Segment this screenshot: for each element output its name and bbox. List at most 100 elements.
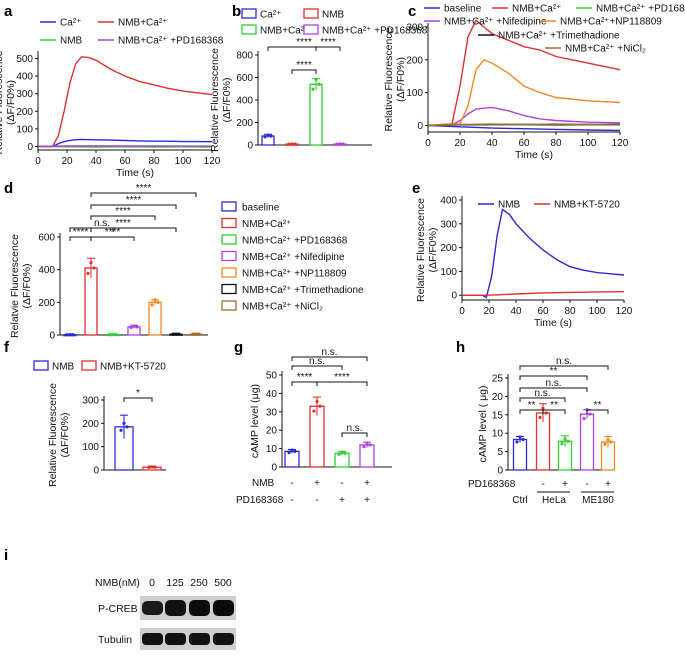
data-point (335, 142, 339, 146)
y-axis-unit: (ΔF/F0%) (221, 78, 233, 123)
y-axis-label: Relative Fluorescence (383, 27, 395, 131)
data-point (337, 452, 341, 456)
significance-label: n.s. (309, 356, 325, 367)
blot-band (213, 633, 234, 645)
bar-3 (579, 413, 595, 471)
legend-swatch (221, 217, 237, 229)
data-point (129, 325, 133, 330)
data-point (318, 404, 322, 408)
blot-band (189, 633, 210, 645)
data-point (147, 465, 151, 470)
panel-letter-i: i (4, 547, 8, 564)
data-point (314, 77, 318, 81)
y-axis-label: Relative Fluorescence (47, 383, 59, 487)
significance-bracket (291, 69, 317, 74)
y-tick-label: 200 (38, 298, 55, 309)
data-point (150, 303, 154, 307)
y-tick-label: 5 (497, 447, 503, 458)
y-tick-label: 400 (38, 265, 55, 276)
data-point (343, 451, 347, 455)
data-point (266, 133, 270, 137)
significance-label: ** (528, 400, 536, 411)
y-tick-label: 200 (406, 55, 423, 66)
y-tick-label: 50 (266, 371, 278, 382)
significance-label: **** (115, 218, 131, 229)
significance-label: n.s. (346, 423, 362, 434)
significance-label: n.s. (534, 388, 550, 399)
x-tick-label: 100 (580, 138, 597, 149)
data-point (92, 266, 96, 270)
data-point (609, 440, 613, 444)
data-point (368, 443, 372, 447)
data-point (114, 332, 118, 337)
legend-label: NMB (322, 10, 345, 21)
data-point (111, 332, 115, 337)
data-point (290, 448, 294, 452)
significance-bracket (90, 215, 156, 220)
y-axis-unit: (ΔF/F0%) (395, 57, 407, 102)
x-tick-label: 40 (90, 156, 102, 167)
y-tick-label: 100 (440, 267, 457, 278)
significance-label: **** (105, 227, 121, 238)
axes-c: 0 100 200 300 0 20 40 60 80 100 120 Time (s) Relativ… (383, 23, 629, 162)
data-point (515, 440, 519, 444)
y-axis-label: Relative Fluorescence (415, 198, 427, 302)
significance-label: **** (297, 372, 313, 383)
data-point (122, 421, 126, 425)
x-tick-label: 40 (486, 138, 498, 149)
y-axis-unit: (ΔF/F0%) (59, 413, 71, 458)
bar-0 (284, 450, 300, 468)
series-line-nmb-ca-pd168368 (37, 145, 212, 148)
data-point (68, 333, 72, 337)
significance-bracket (123, 397, 153, 402)
axes-f: 0 100 200 300 Relative Fluorescence (ΔF/F0%) (47, 383, 166, 487)
legend-label: NMB+Ca²⁺ +PD168368 (596, 4, 685, 15)
blot-band (165, 633, 186, 645)
row-value-pd168368: - (290, 495, 293, 506)
blot-band (165, 600, 186, 616)
data-point (290, 142, 294, 146)
y-tick-label: 400 (440, 196, 457, 207)
y-tick-label: 100 (16, 124, 33, 135)
significance-label: **** (334, 372, 350, 383)
significance-label: **** (73, 227, 89, 238)
data-point (365, 441, 369, 445)
legend-swatch (221, 201, 237, 212)
data-point (156, 300, 160, 304)
y-tick-label: 20 (492, 392, 504, 403)
blot-band (142, 633, 163, 645)
significance-bracket (519, 375, 588, 380)
y-tick-label: 0 (93, 466, 99, 477)
panel-letter-d: d (4, 180, 13, 197)
data-point (153, 465, 157, 469)
legend-label: NMB+Ca²⁺ (118, 18, 167, 29)
bar-0 (512, 438, 528, 471)
y-axis-unit: (ΔF/F0%) (21, 264, 33, 309)
data-point (119, 428, 123, 432)
legend-label: NMB+Ca²⁺ +NP118809 (242, 269, 347, 280)
data-point (341, 142, 345, 146)
data-point (518, 435, 522, 439)
data-point (150, 465, 154, 469)
legend-swatch (221, 234, 237, 245)
x-tick-label: 20 (454, 138, 466, 149)
significance-bracket (519, 387, 588, 392)
y-tick-label: 200 (16, 107, 33, 118)
data-point (541, 406, 545, 410)
blot-row-tubulin: Tubulin (98, 634, 132, 646)
data-point (89, 261, 93, 265)
x-tick-label: 40 (510, 306, 522, 317)
blot-conc-0: 0 (149, 577, 155, 589)
significance-bracket (69, 227, 177, 232)
legend-swatch (241, 24, 257, 35)
y-tick-label: 300 (82, 396, 99, 407)
legend-label: baseline (242, 203, 280, 214)
y-tick-label: 200 (236, 118, 253, 129)
y-tick-label: 40 (266, 389, 278, 400)
data-point (563, 437, 567, 441)
y-axis-label: Relative Fluorescence (0, 50, 5, 154)
data-point (125, 425, 129, 429)
legend-label: NMB+Ca²⁺ +PD168368 (322, 26, 428, 37)
data-point (566, 439, 570, 443)
